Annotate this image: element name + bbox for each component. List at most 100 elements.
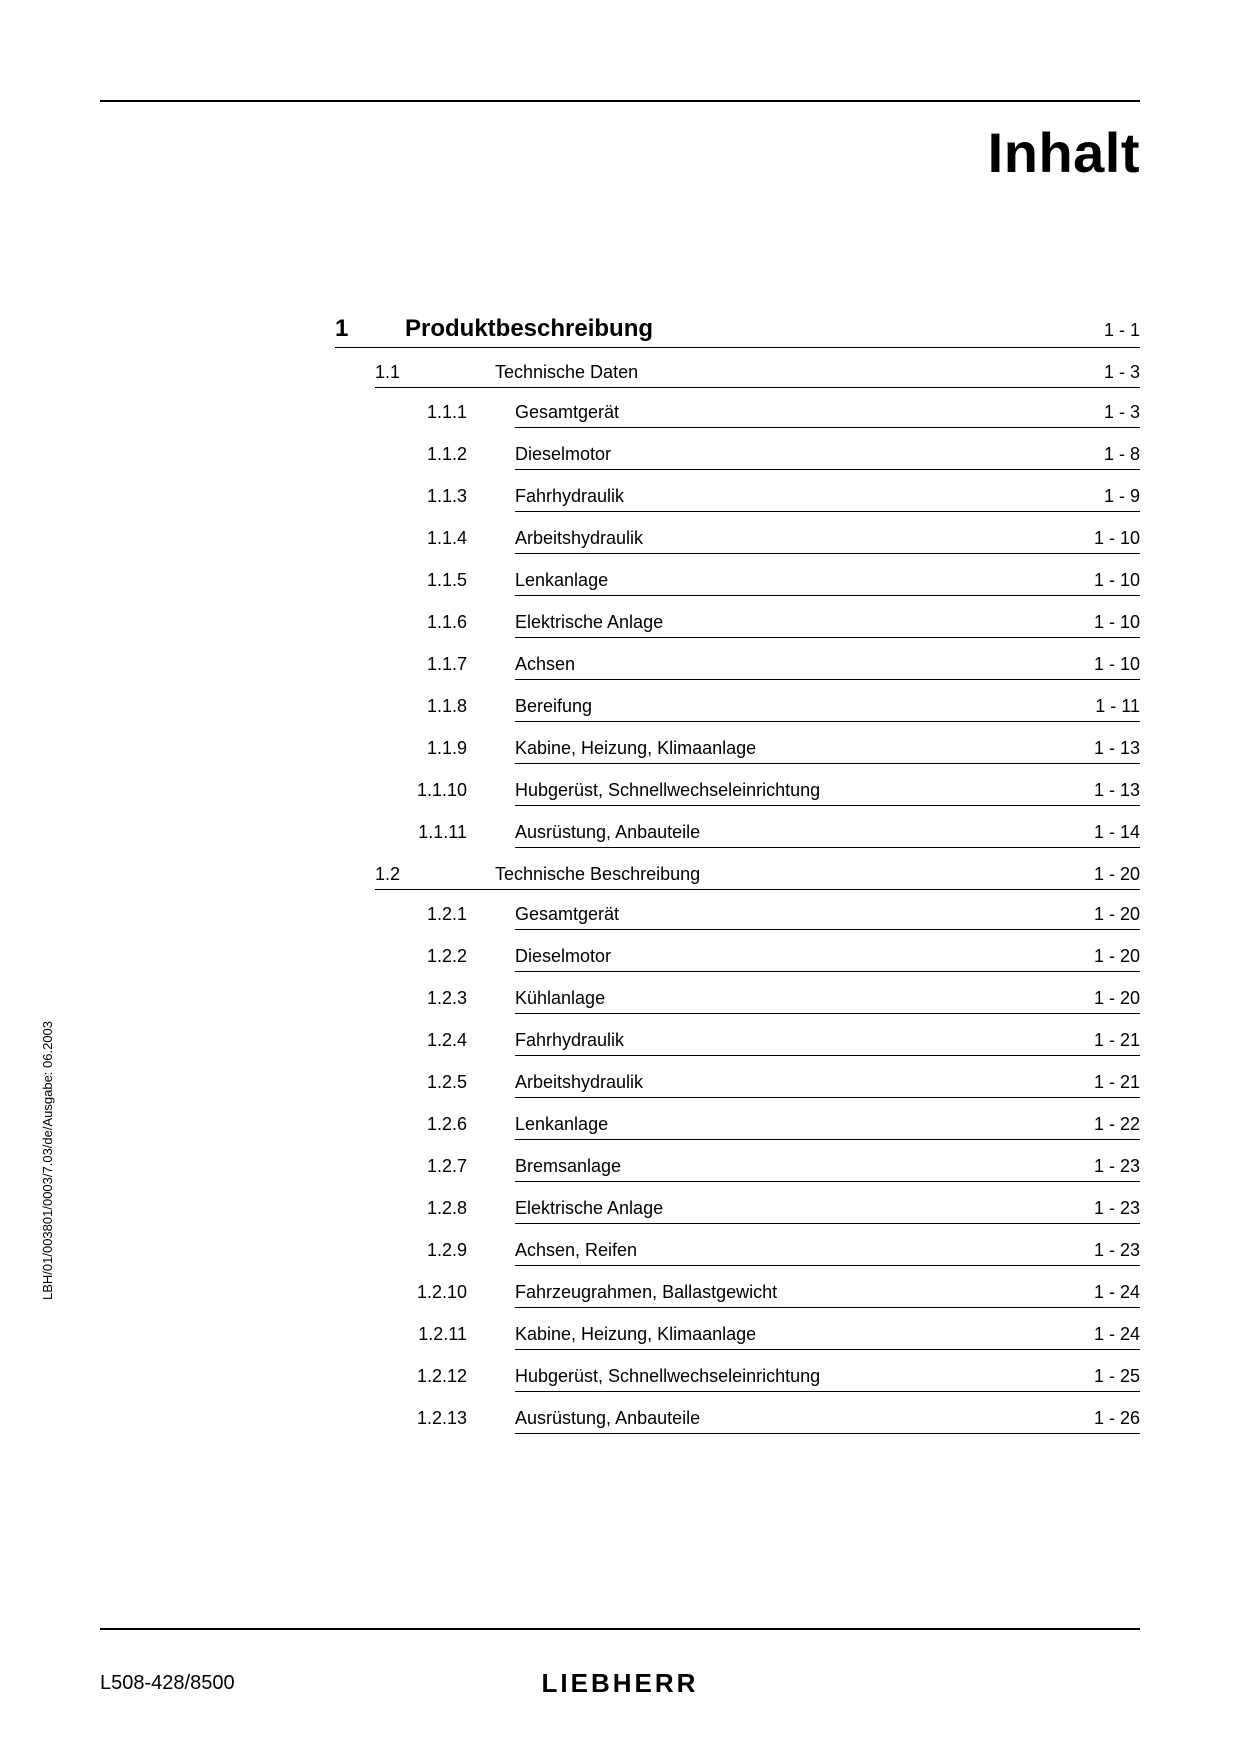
toc-subsection-number: 1.1.11	[415, 822, 515, 843]
toc-subsection-row: 1.2.11Kabine, Heizung, Klimaanlage1 - 24	[415, 1324, 1140, 1352]
toc-subsection-number: 1.2.8	[415, 1198, 515, 1219]
brand-logo: LIEBHERR	[542, 1668, 699, 1699]
toc-subsection-number: 1.2.2	[415, 946, 515, 967]
toc-subsection-number: 1.2.12	[415, 1366, 515, 1387]
toc-subsection-page: 1 - 13	[1094, 738, 1140, 759]
toc-subsection-body: Achsen, Reifen1 - 23	[515, 1240, 1140, 1266]
toc-subsection-page: 1 - 10	[1094, 528, 1140, 549]
toc-subsection-number: 1.2.10	[415, 1282, 515, 1303]
toc-subsection-title: Gesamtgerät	[515, 904, 1094, 925]
toc-subsection-page: 1 - 26	[1094, 1408, 1140, 1429]
toc-subsection-page: 1 - 10	[1094, 570, 1140, 591]
toc-subsection-page: 1 - 24	[1094, 1324, 1140, 1345]
toc-subsection-title: Dieselmotor	[515, 946, 1094, 967]
toc-subsection-body: Hubgerüst, Schnellwechseleinrichtung1 - …	[515, 1366, 1140, 1392]
toc-subsection-page: 1 - 13	[1094, 780, 1140, 801]
toc-subsection-title: Bremsanlage	[515, 1156, 1094, 1177]
toc-subsection-number: 1.1.7	[415, 654, 515, 675]
toc-subsection-title: Hubgerüst, Schnellwechseleinrichtung	[515, 1366, 1094, 1387]
toc-subsection-number: 1.2.1	[415, 904, 515, 925]
toc-subsection-body: Dieselmotor1 - 20	[515, 946, 1140, 972]
toc-section-page: 1 - 20	[1094, 864, 1140, 885]
toc-subsection-page: 1 - 20	[1094, 904, 1140, 925]
toc-subsection-number: 1.1.9	[415, 738, 515, 759]
toc-subsection-page: 1 - 23	[1094, 1240, 1140, 1261]
toc-subsection-number: 1.2.4	[415, 1030, 515, 1051]
toc-subsection-number: 1.1.10	[415, 780, 515, 801]
toc-section-row: 1.1Technische Daten1 - 3	[375, 362, 1140, 388]
toc-subsection-row: 1.1.10Hubgerüst, Schnellwechseleinrichtu…	[415, 780, 1140, 808]
toc-subsection-body: Elektrische Anlage1 - 10	[515, 612, 1140, 638]
toc-subsection-number: 1.2.9	[415, 1240, 515, 1261]
toc-subsection-row: 1.2.1Gesamtgerät1 - 20	[415, 904, 1140, 932]
toc-subsection-title: Dieselmotor	[515, 444, 1104, 465]
toc-subsection-page: 1 - 8	[1104, 444, 1140, 465]
toc-subsection-row: 1.2.7Bremsanlage1 - 23	[415, 1156, 1140, 1184]
side-label: LBH/01/003801/0003/7.03/de/Ausgabe: 06.2…	[40, 1021, 55, 1300]
toc-chapter-number: 1	[335, 315, 405, 343]
toc-section-title: Technische Beschreibung	[495, 864, 1094, 885]
toc-subsection-number: 1.1.3	[415, 486, 515, 507]
toc-subsection-number: 1.2.3	[415, 988, 515, 1009]
toc-subsection-title: Hubgerüst, Schnellwechseleinrichtung	[515, 780, 1094, 801]
toc-subsection-number: 1.1.2	[415, 444, 515, 465]
toc-subsection-page: 1 - 23	[1094, 1198, 1140, 1219]
toc-subsection-body: Achsen1 - 10	[515, 654, 1140, 680]
toc-section-number: 1.1	[375, 362, 495, 383]
toc-subsection-row: 1.1.8Bereifung1 - 11	[415, 696, 1140, 724]
toc-section-number: 1.2	[375, 864, 495, 885]
toc-subsection-number: 1.2.11	[415, 1324, 515, 1345]
table-of-contents: 1Produktbeschreibung1 - 11.1Technische D…	[335, 315, 1140, 1436]
toc-subsection-title: Fahrzeugrahmen, Ballastgewicht	[515, 1282, 1094, 1303]
toc-subsection-body: Hubgerüst, Schnellwechseleinrichtung1 - …	[515, 780, 1140, 806]
toc-subsection-body: Lenkanlage1 - 10	[515, 570, 1140, 596]
toc-subsection-page: 1 - 22	[1094, 1114, 1140, 1135]
toc-subsection-row: 1.2.2Dieselmotor1 - 20	[415, 946, 1140, 974]
footer: L508-428/8500 LIEBHERR	[100, 1672, 1140, 1695]
toc-subsection-body: Gesamtgerät1 - 3	[515, 402, 1140, 428]
toc-subsection-body: Kabine, Heizung, Klimaanlage1 - 24	[515, 1324, 1140, 1350]
toc-subsection-body: Fahrzeugrahmen, Ballastgewicht1 - 24	[515, 1282, 1140, 1308]
toc-subsection-body: Elektrische Anlage1 - 23	[515, 1198, 1140, 1224]
toc-chapter-title: Produktbeschreibung	[405, 315, 1104, 343]
toc-subsection-number: 1.2.13	[415, 1408, 515, 1429]
toc-subsection-title: Lenkanlage	[515, 570, 1094, 591]
toc-subsection-body: Dieselmotor1 - 8	[515, 444, 1140, 470]
toc-subsection-title: Elektrische Anlage	[515, 612, 1094, 633]
toc-subsection-row: 1.1.2Dieselmotor1 - 8	[415, 444, 1140, 472]
toc-subsection-page: 1 - 10	[1094, 654, 1140, 675]
toc-subsection-title: Fahrhydraulik	[515, 1030, 1094, 1051]
toc-subsection-body: Kabine, Heizung, Klimaanlage1 - 13	[515, 738, 1140, 764]
toc-subsection-title: Arbeitshydraulik	[515, 1072, 1094, 1093]
toc-subsection-body: Gesamtgerät1 - 20	[515, 904, 1140, 930]
toc-subsection-body: Ausrüstung, Anbauteile1 - 26	[515, 1408, 1140, 1434]
document-id: L508-428/8500	[100, 1672, 235, 1695]
toc-subsection-row: 1.1.6Elektrische Anlage1 - 10	[415, 612, 1140, 640]
page-container: Inhalt 1Produktbeschreibung1 - 11.1Techn…	[100, 0, 1140, 1750]
toc-subsection-row: 1.1.7Achsen1 - 10	[415, 654, 1140, 682]
toc-subsection-row: 1.1.11Ausrüstung, Anbauteile1 - 14	[415, 822, 1140, 850]
toc-subsection-row: 1.2.5Arbeitshydraulik1 - 21	[415, 1072, 1140, 1100]
toc-subsection-row: 1.2.6Lenkanlage1 - 22	[415, 1114, 1140, 1142]
toc-subsection-title: Fahrhydraulik	[515, 486, 1104, 507]
toc-subsection-page: 1 - 3	[1104, 402, 1140, 423]
toc-subsection-page: 1 - 14	[1094, 822, 1140, 843]
page-title: Inhalt	[100, 120, 1140, 185]
toc-subsection-row: 1.2.8Elektrische Anlage1 - 23	[415, 1198, 1140, 1226]
toc-subsection-row: 1.1.4Arbeitshydraulik1 - 10	[415, 528, 1140, 556]
toc-subsection-body: Kühlanlage1 - 20	[515, 988, 1140, 1014]
toc-subsection-number: 1.2.7	[415, 1156, 515, 1177]
toc-subsection-page: 1 - 24	[1094, 1282, 1140, 1303]
toc-subsection-number: 1.1.4	[415, 528, 515, 549]
toc-subsection-row: 1.1.3Fahrhydraulik1 - 9	[415, 486, 1140, 514]
toc-subsection-title: Gesamtgerät	[515, 402, 1104, 423]
toc-subsection-body: Arbeitshydraulik1 - 21	[515, 1072, 1140, 1098]
toc-section-page: 1 - 3	[1104, 362, 1140, 383]
toc-subsection-body: Fahrhydraulik1 - 9	[515, 486, 1140, 512]
toc-section-row: 1.2Technische Beschreibung1 - 20	[375, 864, 1140, 890]
toc-subsection-page: 1 - 23	[1094, 1156, 1140, 1177]
toc-subsection-number: 1.1.5	[415, 570, 515, 591]
toc-subsection-title: Kabine, Heizung, Klimaanlage	[515, 738, 1094, 759]
toc-subsection-page: 1 - 20	[1094, 946, 1140, 967]
toc-subsection-row: 1.1.5Lenkanlage1 - 10	[415, 570, 1140, 598]
